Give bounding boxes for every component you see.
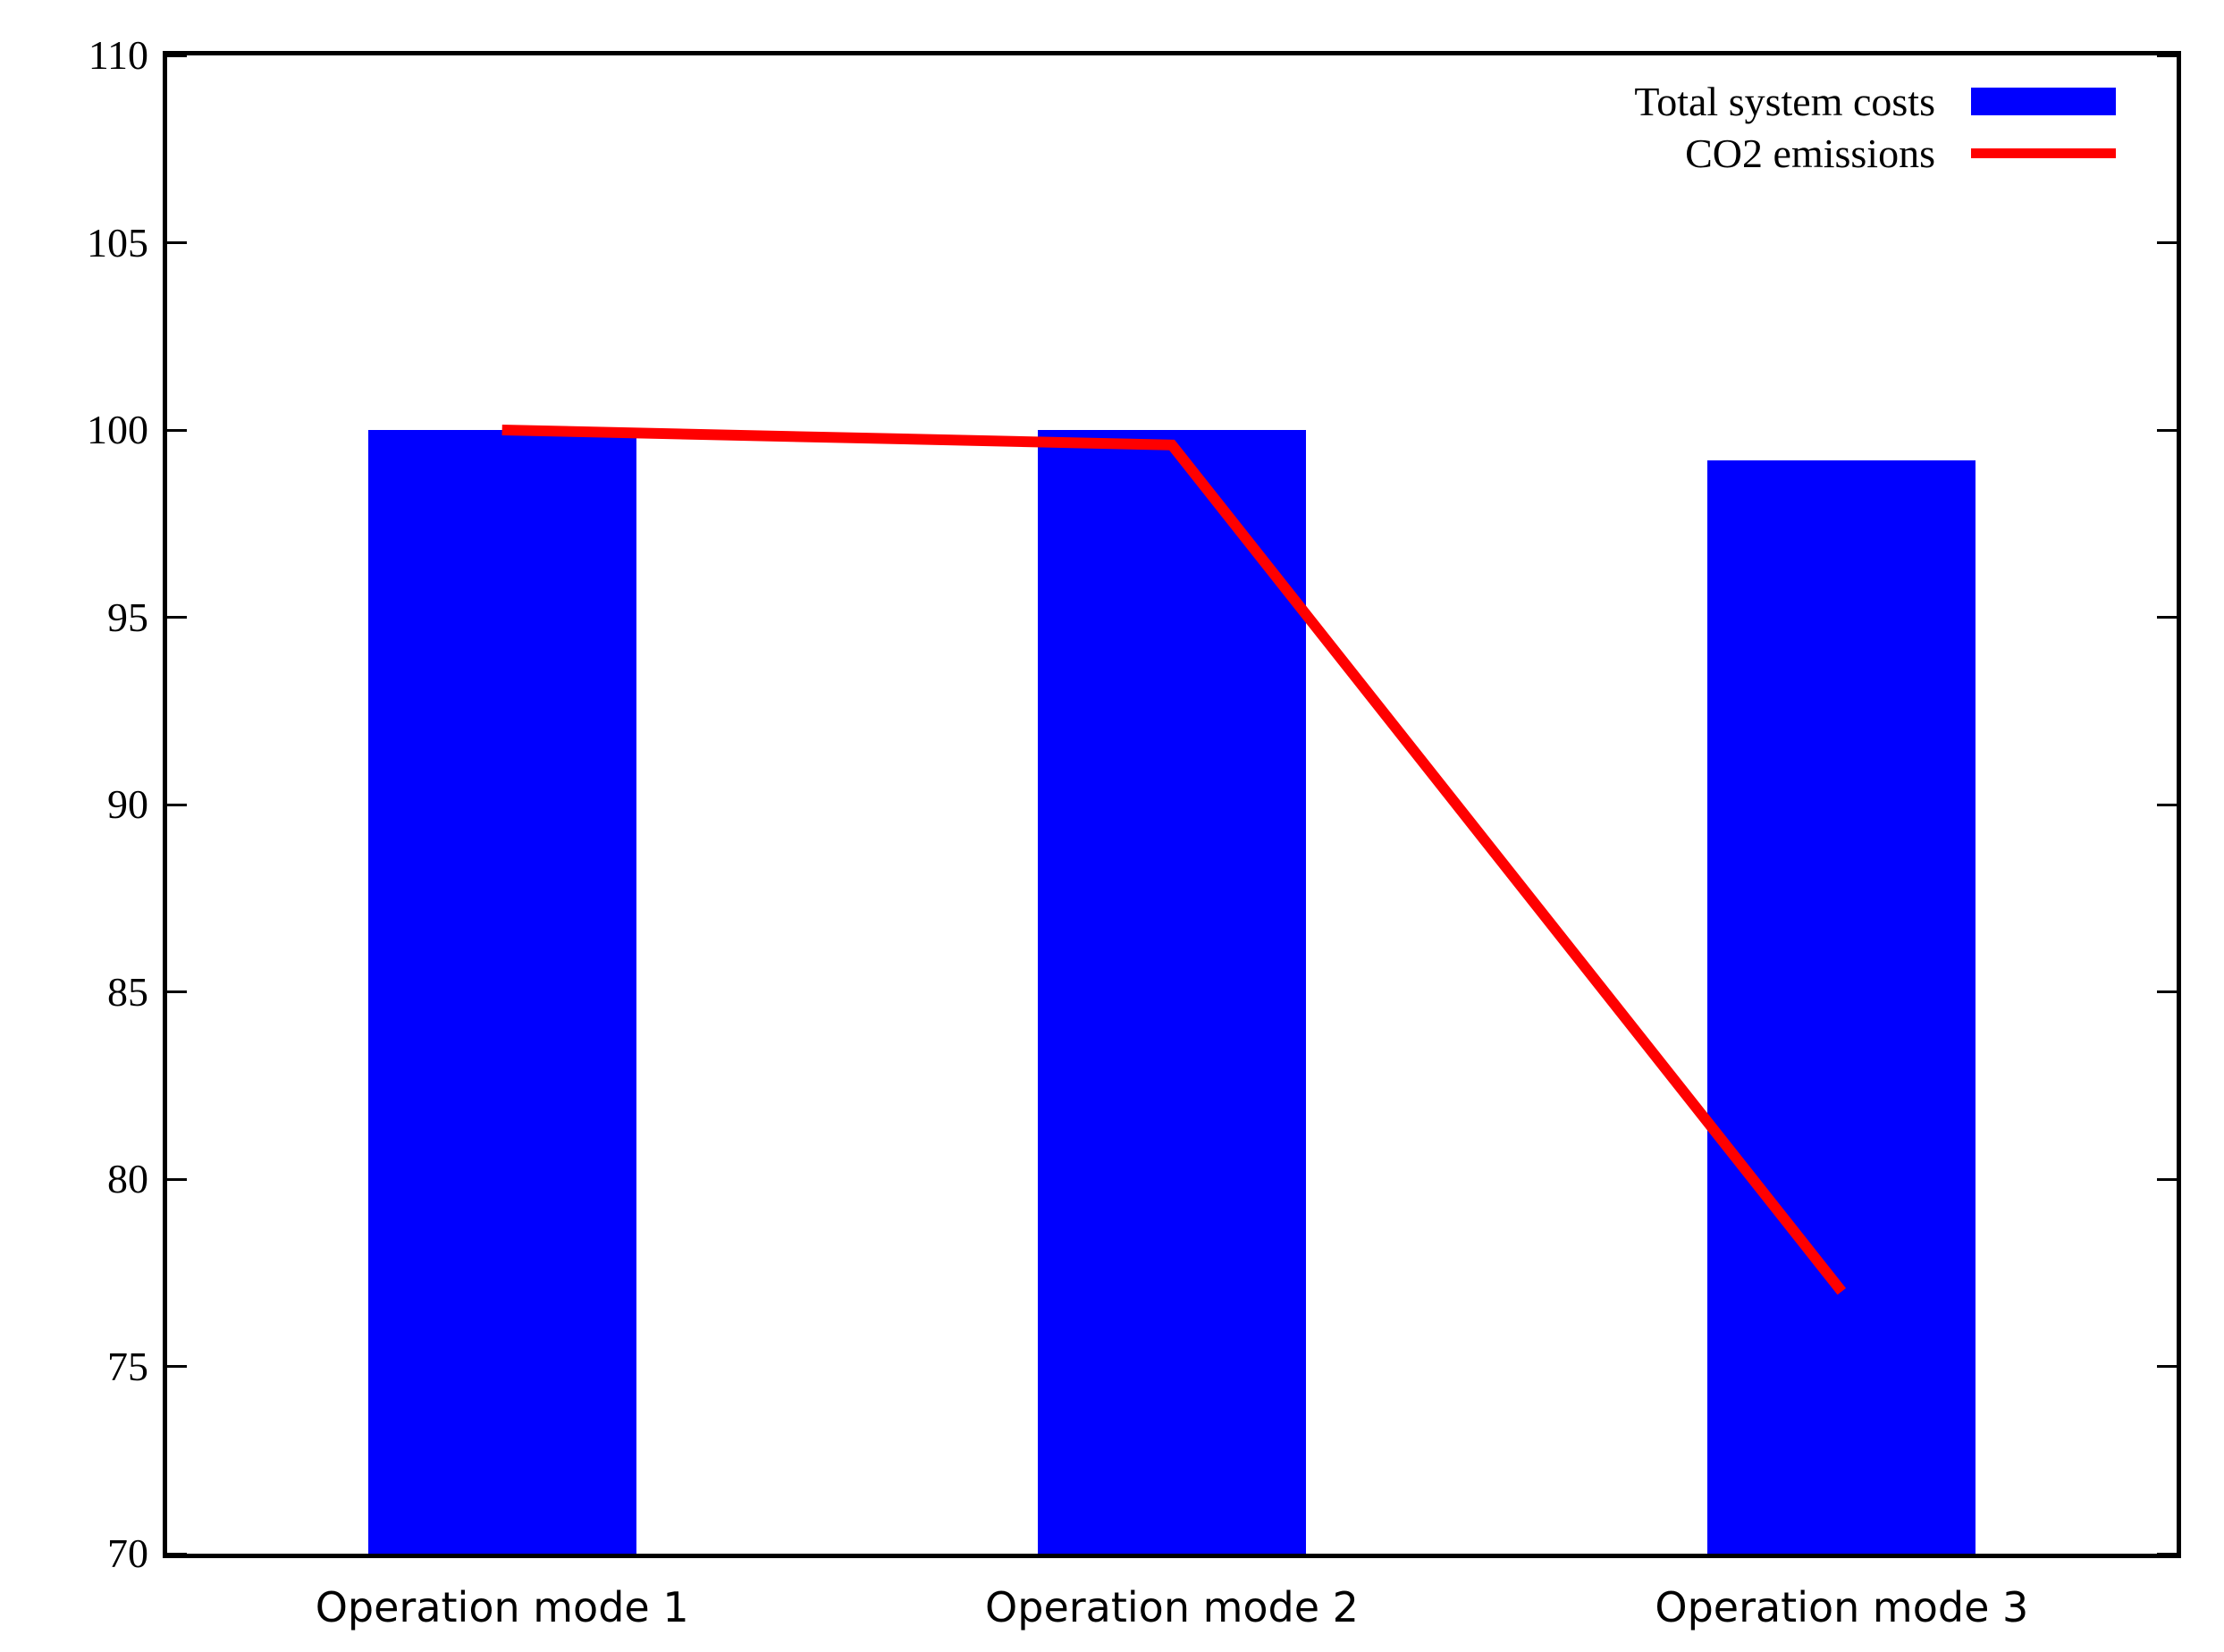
y-tick-left (167, 616, 187, 619)
legend: Total system costs CO2 emissions (1634, 75, 2116, 179)
plot-area (163, 51, 2181, 1558)
bar-operation-mode-2 (1038, 430, 1306, 1554)
legend-label-total-system-costs: Total system costs (1634, 78, 1935, 124)
y-axis-tick-label: 90 (107, 781, 148, 827)
legend-item-total-system-costs: Total system costs (1634, 75, 2116, 127)
bar-operation-mode-3 (1707, 459, 1976, 1554)
y-tick-left (167, 428, 187, 432)
y-tick-right (2157, 1552, 2177, 1555)
y-axis-tick-label: 85 (107, 968, 148, 1015)
y-tick-left (167, 54, 187, 57)
y-tick-left (167, 1365, 187, 1368)
legend-swatch-co2-emissions (1971, 148, 2116, 158)
y-axis-tick-label: 75 (107, 1343, 148, 1389)
y-tick-right (2157, 803, 2177, 806)
y-tick-right (2157, 54, 2177, 57)
y-tick-left (167, 1552, 187, 1555)
bar-operation-mode-1 (367, 430, 636, 1554)
y-tick-right (2157, 428, 2177, 432)
legend-swatch-total-system-costs (1971, 87, 2116, 115)
y-tick-right (2157, 1177, 2177, 1181)
co2-emissions-polyline (501, 425, 1847, 1295)
y-tick-left (167, 803, 187, 806)
co2-emissions-line (501, 425, 1847, 1295)
y-tick-right (2157, 990, 2177, 993)
y-axis-tick-label: 95 (107, 594, 148, 640)
y-axis-tick-label: 70 (107, 1530, 148, 1576)
x-axis-category-label: Operation mode 2 (985, 1583, 1359, 1631)
y-tick-left (167, 1177, 187, 1181)
y-axis-tick-label: 100 (87, 407, 148, 452)
y-axis-tick-label: 110 (88, 32, 148, 78)
y-axis-tick-label: 80 (107, 1156, 148, 1201)
y-tick-left (167, 241, 187, 244)
y-tick-right (2157, 616, 2177, 619)
legend-item-co2-emissions: CO2 emissions (1634, 127, 2116, 179)
x-axis-category-label: Operation mode 3 (1655, 1583, 2029, 1631)
y-tick-right (2157, 241, 2177, 244)
legend-label-co2-emissions: CO2 emissions (1685, 130, 1935, 176)
y-tick-right (2157, 1365, 2177, 1368)
y-axis-tick-label: 105 (87, 219, 148, 266)
x-axis-category-label: Operation mode 1 (315, 1583, 689, 1631)
y-tick-left (167, 990, 187, 993)
